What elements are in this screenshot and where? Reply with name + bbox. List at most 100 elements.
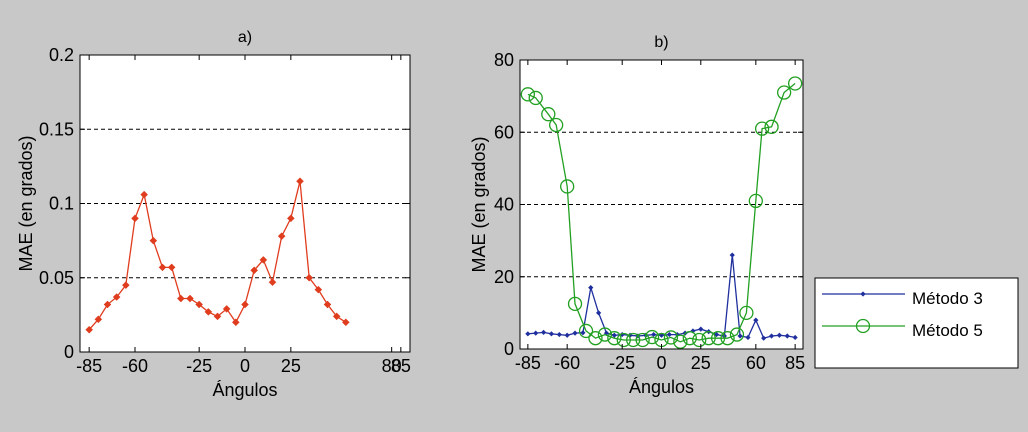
- legend-label-1: Método 5: [912, 321, 983, 340]
- chart-a-ytick-label-2: 0.1: [49, 194, 74, 214]
- chart-a-series-0-point-21: [277, 232, 286, 241]
- chart-a-series-0-point-2: [103, 300, 112, 309]
- chart-b-series-1-point-2: [541, 107, 556, 122]
- chart-b-series-1-point-1: [528, 90, 543, 106]
- chart-b-series-1-point-20: [710, 331, 726, 346]
- chart-b-series-0-point-21: [690, 328, 696, 334]
- chart-a-series-0-point-13: [204, 308, 213, 316]
- chart-b-series: [520, 76, 803, 349]
- chart-b-series-0-point-26: [729, 252, 735, 258]
- chart-a-series-0-point-26: [323, 300, 332, 309]
- chart-b-grid: [520, 131, 803, 278]
- chart-b-ytick-label-3: 60: [494, 122, 514, 142]
- chart-b-series-1-point-6: [578, 323, 594, 339]
- chart-a-series-0-point-7: [149, 236, 158, 245]
- chart-b-ytick-label-0: 0: [504, 339, 514, 359]
- chart-a-series-0-point-27: [332, 312, 341, 321]
- chart-a-xtick-label-0: -85: [76, 356, 102, 376]
- chart-b-xtick-label-6: 85: [785, 353, 805, 373]
- legend-box: [814, 277, 1019, 369]
- chart-b-series-1-point-0: [520, 87, 536, 102]
- chart-a-series-0-point-15: [222, 305, 231, 313]
- chart-b-series-1-point-28: [787, 76, 803, 91]
- chart-b-series-0-point-4: [556, 331, 562, 338]
- chart-b-series-1-point-22: [729, 327, 745, 342]
- legend-swatch-1: [822, 318, 905, 334]
- chart-b-series-1-point-24: [748, 193, 763, 209]
- chart-b-series-1-point-8: [597, 327, 613, 342]
- chart-a-series-0-point-1: [94, 315, 103, 324]
- chart-b-series-0-point-33: [784, 333, 790, 339]
- chart-b-series-1-point-18: [692, 332, 707, 348]
- chart-b-series-1-point-9: [607, 331, 622, 346]
- chart-a-series-0-point-12: [195, 300, 204, 309]
- chart-b-xtick-label-5: 60: [746, 353, 766, 373]
- chart-a-xtick-label-4: 25: [281, 356, 301, 376]
- chart-a-series-0-point-18: [250, 266, 259, 275]
- chart-b-series-0-point-34: [792, 334, 798, 341]
- chart-a-series-0-point-6: [140, 190, 149, 199]
- chart-a-series-0-point-16: [231, 318, 240, 327]
- chart-b-xlabel: Ángulos: [629, 377, 694, 397]
- chart-a-series-0-point-4: [121, 281, 130, 290]
- chart-b-series-1-point-3: [549, 117, 564, 133]
- chart-b-xtick-label-4: 25: [691, 353, 711, 373]
- chart-b-series-1-point-15: [663, 330, 679, 345]
- chart-b-series-1-point-11: [626, 332, 641, 348]
- chart-b-series-1-point-21: [720, 331, 735, 346]
- chart-b-series-0-point-10: [603, 330, 610, 336]
- legend-entry-0: Método 3: [822, 289, 983, 308]
- chart-a-series-0-point-14: [213, 312, 222, 321]
- chart-b-series-1-point-4: [560, 179, 575, 194]
- chart-b-series-1-point-12: [635, 332, 650, 348]
- chart-b-series-0-point-0: [525, 331, 531, 337]
- chart-b-series-0-point-22: [698, 326, 704, 332]
- chart-b-series-0-point-24: [713, 331, 720, 338]
- chart-b-ytick-label-4: 80: [494, 50, 514, 70]
- legend-swatch-marker-1: [855, 318, 871, 334]
- chart-a-xtick-label-1: -60: [122, 356, 148, 376]
- chart-b-series-1-point-27: [776, 85, 792, 100]
- legend: Método 3 Método 5: [814, 277, 1019, 369]
- chart-b: 0 20 40 60 80 -85 -60 -25 0 25 60 85 b) Ángulos MAE…: [469, 34, 805, 397]
- chart-a-series-0-point-22: [286, 214, 295, 223]
- chart-b-series-1-point-26: [764, 119, 779, 134]
- chart-a-series-0-point-24: [305, 273, 314, 282]
- chart-b-series-0-point-6: [572, 330, 578, 336]
- chart-a-title: a): [238, 29, 252, 46]
- chart-b-series-0-point-7: [580, 330, 586, 336]
- chart-a-xtick-label-6: 85: [391, 356, 411, 376]
- legend-entry-1: Método 5: [822, 318, 983, 340]
- chart-a-series-0-point-20: [268, 278, 277, 287]
- chart-b-series-1-point-16: [673, 334, 688, 349]
- chart-a-ytick-label-3: 0.15: [39, 119, 74, 139]
- legend-label-0: Método 3: [912, 289, 983, 308]
- chart-b-ytick-label-2: 40: [494, 195, 514, 215]
- chart-a-xtick-label-3: 0: [240, 356, 250, 376]
- chart-b-series-1-point-23: [739, 305, 754, 321]
- chart-b-series-0-point-2: [540, 329, 547, 335]
- chart-a-ylabel: MAE (en grados): [16, 135, 36, 271]
- chart-b-xtick-label-3: 0: [656, 353, 666, 373]
- chart-b-series-1-point-13: [644, 329, 660, 345]
- legend-swatch-marker-0: [860, 291, 866, 297]
- chart-b-series-0-point-9: [596, 310, 602, 316]
- chart-b-series-0-point-8: [588, 284, 594, 291]
- chart-a-series-0-point-23: [296, 177, 304, 186]
- chart-a-series-0-point-19: [259, 256, 268, 264]
- chart-b-ylabel: MAE (en grados): [469, 136, 489, 272]
- chart-b-series-1-point-10: [616, 332, 631, 348]
- chart-a-series-0-point-9: [167, 263, 176, 272]
- chart-a-xtick-label-5: 80: [382, 356, 402, 376]
- chart-a-series-0-point-17: [241, 300, 249, 309]
- chart-a-grid: [80, 128, 410, 279]
- chart-a-series: [85, 177, 350, 334]
- chart-b-title: b): [654, 34, 668, 51]
- chart-b-series-0-point-5: [564, 332, 570, 338]
- chart-a-series-0-point-3: [112, 293, 121, 301]
- chart-a-series-0-point-10: [176, 294, 185, 303]
- chart-b-series-1-point-7: [588, 331, 603, 346]
- chart-b-series-0-point-31: [768, 333, 775, 339]
